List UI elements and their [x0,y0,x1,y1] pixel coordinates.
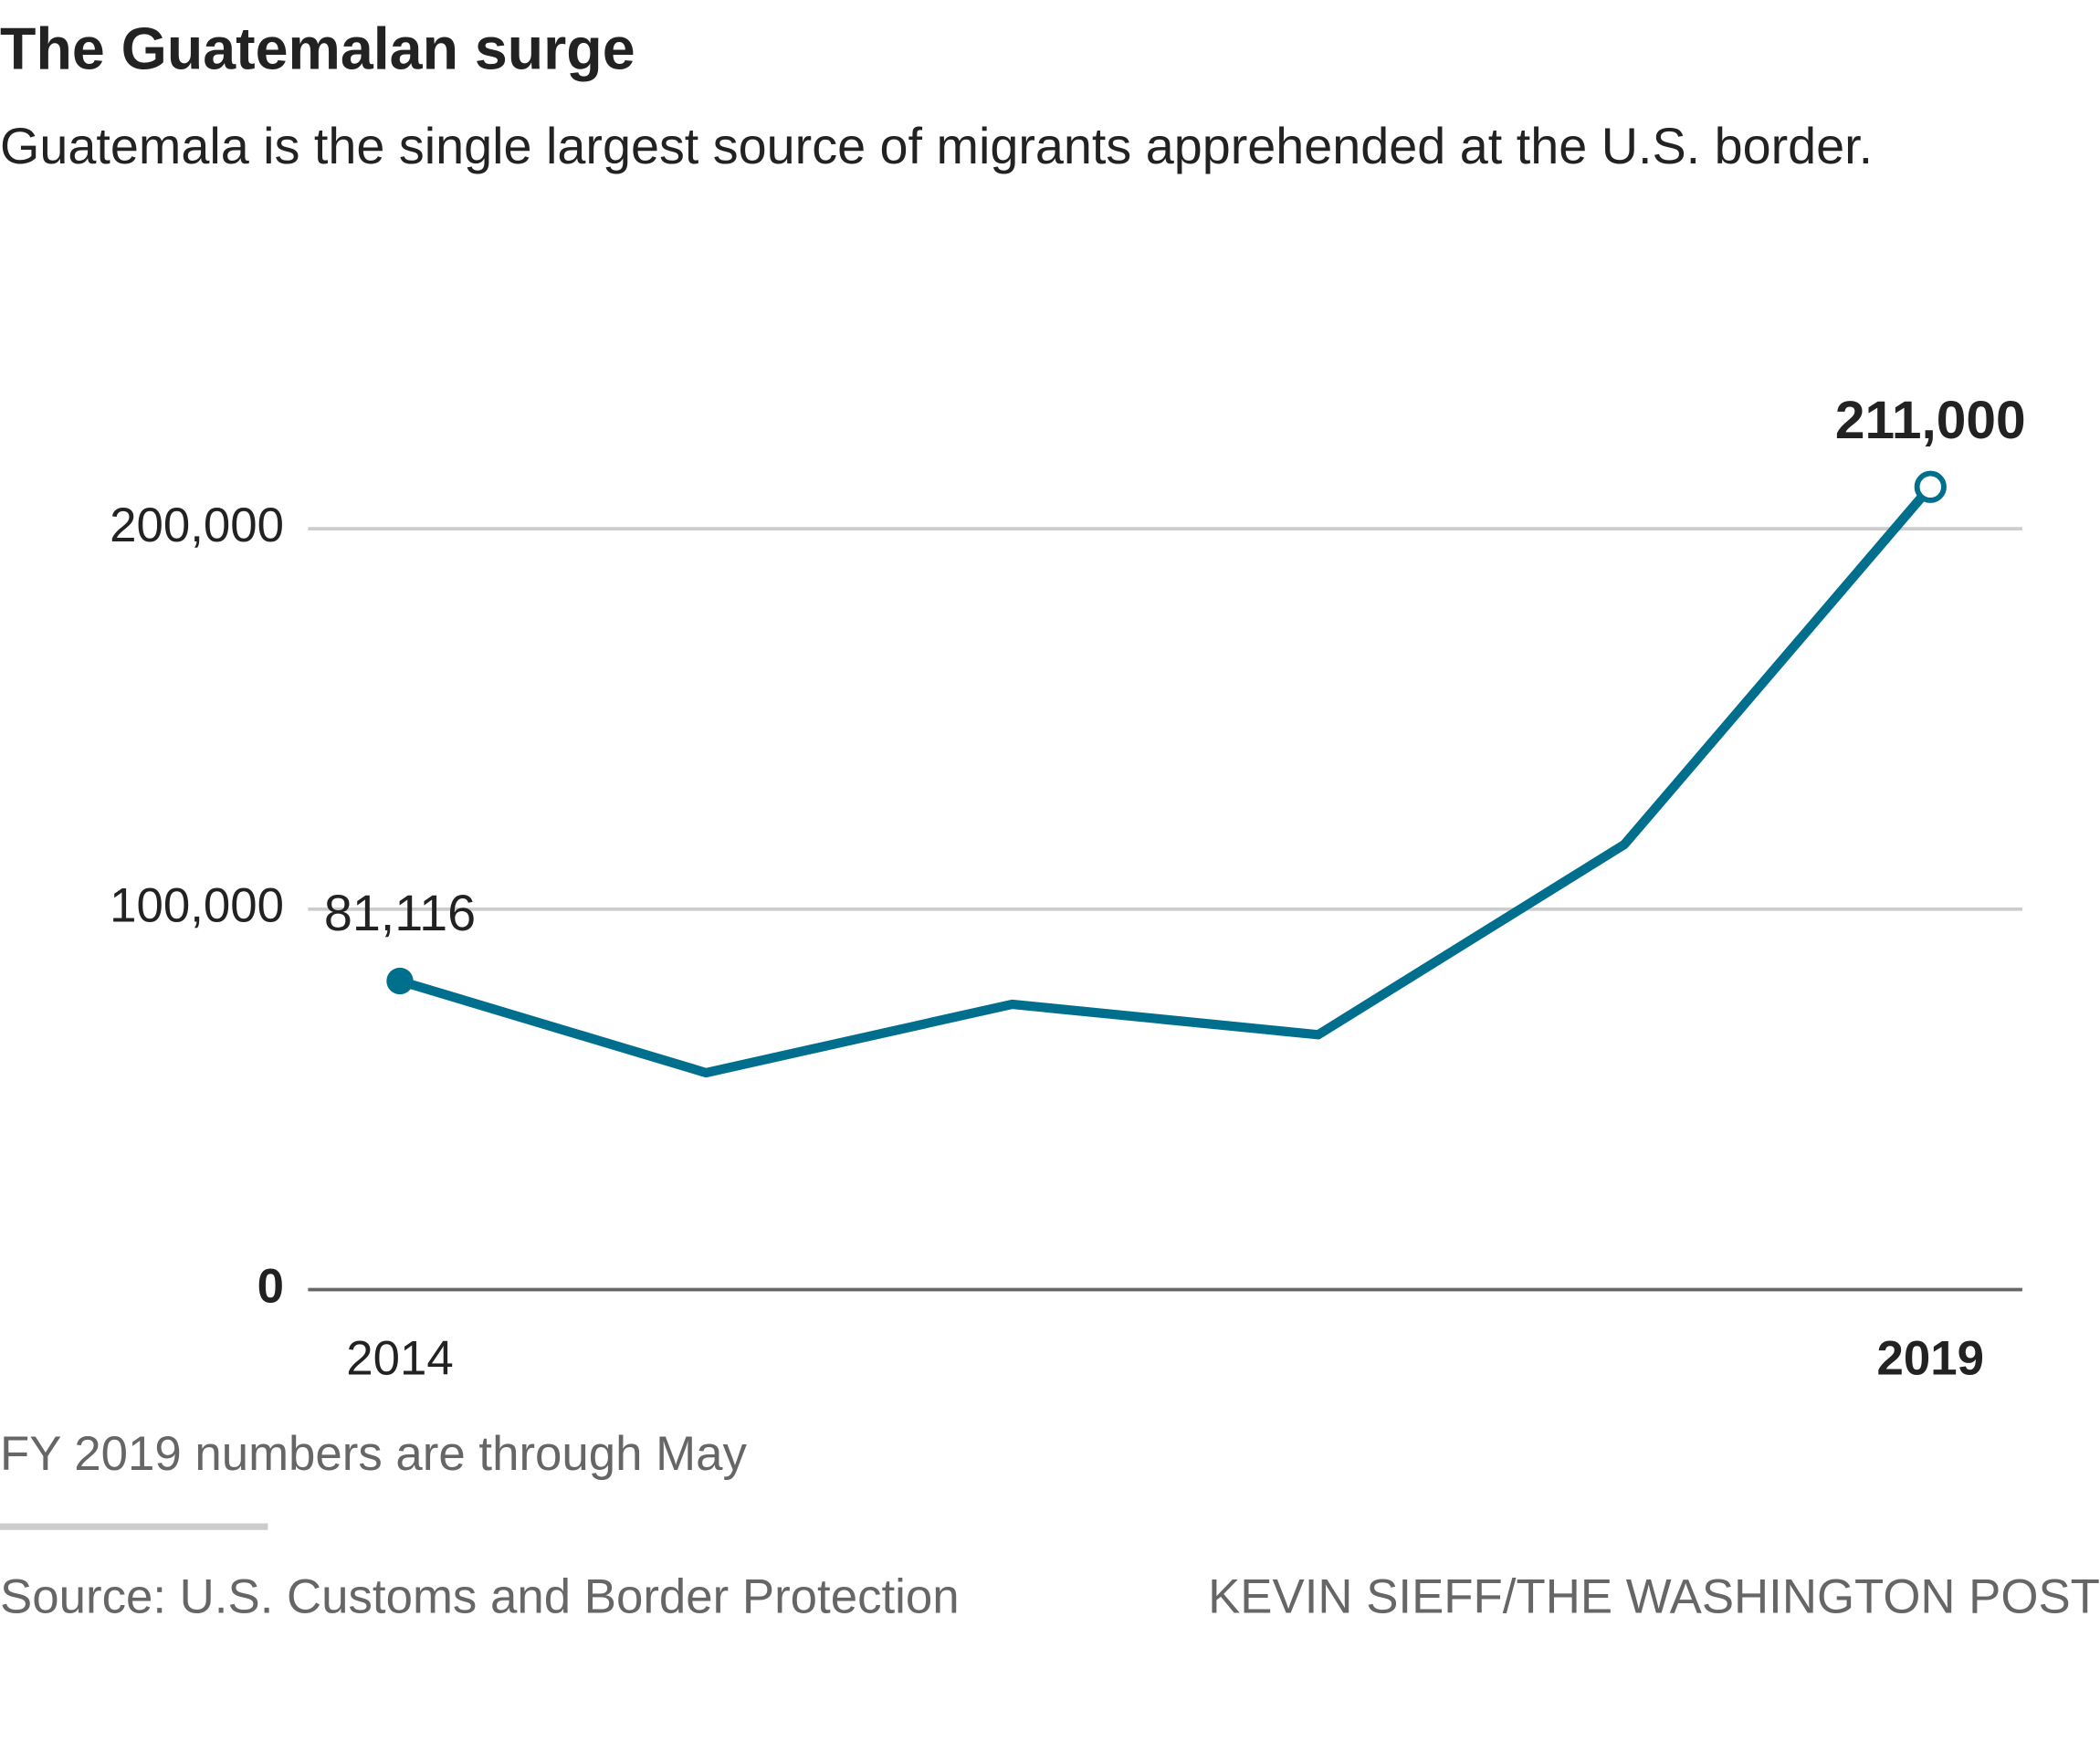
chart-credit: KEVIN SIEFF/THE WASHINGTON POST [1208,1570,2100,1624]
chart-title: The Guatemalan surge [0,16,635,82]
value-label: 81,116 [324,885,476,941]
value-label: 211,000 [1835,391,2026,450]
endpoint [386,967,414,995]
chart-subtitle: Guatemala is the single largest source o… [0,119,1874,176]
endpoint [1914,470,1947,503]
y-tick-label: 200,000 [110,498,284,552]
x-tick-label: 2019 [1877,1332,1984,1386]
subtitle-box: Guatemala is the single largest source o… [0,119,1874,176]
chart-source: Source: U.S. Customs and Border Protecti… [0,1570,960,1624]
y-tick-label: 100,000 [110,879,284,933]
y-tick-label: 0 [257,1259,284,1313]
chart-note: FY 2019 numbers are through May [0,1427,747,1481]
x-tick-label: 2014 [346,1332,453,1386]
data-line [398,483,1935,1078]
